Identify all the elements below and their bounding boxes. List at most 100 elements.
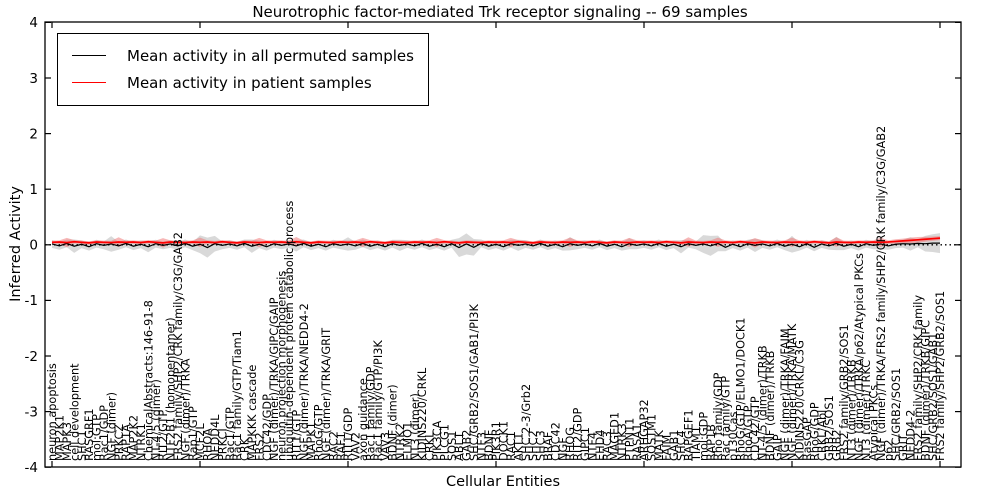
entity-label: BDNF (dimer) bbox=[387, 384, 400, 461]
y-tick-label: 1 bbox=[29, 182, 38, 198]
entity-label: FRS2 family/SHP2/GRB2/SOS1 bbox=[934, 291, 947, 461]
entity-label: Rac1/GTP bbox=[224, 407, 237, 461]
entity-label: NGF (dimer)/TRKA/GIPC/GAIP bbox=[268, 297, 281, 461]
entity-label: NGF (dimer)/TRKA/p62/Atypical PKCs bbox=[853, 253, 866, 461]
entity-label: PIK3CA bbox=[431, 420, 444, 461]
entity-label: RasGAP bbox=[801, 417, 814, 461]
y-tick-label: 3 bbox=[29, 71, 38, 87]
entity-label: GRB2/SOS1 bbox=[823, 395, 836, 461]
legend: Mean activity in all permuted samples Me… bbox=[57, 33, 429, 106]
entity-label: MCF2L bbox=[194, 423, 207, 461]
entity-label: NGF (dimer)/TRKA/FAIM bbox=[779, 328, 792, 461]
entity-label: PRKCI bbox=[216, 428, 229, 461]
entity-label: Rac1 family/GDP bbox=[364, 366, 377, 461]
entity-label: SHC3 bbox=[535, 430, 548, 461]
entity-label: neuron projection morphogenesis bbox=[276, 271, 289, 461]
entity-label: NTRK1 bbox=[135, 423, 148, 461]
entity-label: GAIP bbox=[771, 434, 784, 461]
entity-label: axon guidance bbox=[357, 378, 370, 461]
entity-label: MAGED1 bbox=[609, 412, 622, 461]
entity-label: RhoG/GTP/ELMO1/DOCK1 bbox=[734, 318, 747, 462]
entity-label: cell development bbox=[68, 363, 81, 461]
entity-label: NTRK3 bbox=[616, 423, 629, 461]
y-tick-label: -4 bbox=[25, 460, 38, 476]
entity-label: Rap1/GTP bbox=[187, 406, 200, 461]
entity-label: GIPC1 bbox=[579, 427, 592, 461]
entity-label: PRKCZ bbox=[113, 424, 126, 461]
entity-label: RAC2 bbox=[327, 431, 340, 461]
entity-label: NGF (dimer)/TRKA/GRIT bbox=[320, 328, 333, 461]
legend-entry-patient: Mean activity in patient samples bbox=[72, 69, 414, 96]
entity-label: RAC1 bbox=[505, 431, 518, 461]
entity-label: MAP2K2 bbox=[128, 415, 141, 461]
entity-label: ABL1 bbox=[453, 432, 466, 461]
entity-label: MAPKKK cascade bbox=[246, 365, 259, 461]
entity-label: SHC2 bbox=[527, 430, 540, 461]
entity-label: FAIM bbox=[660, 435, 673, 461]
entity-label: GAB2 bbox=[461, 430, 474, 461]
entity-label: NEDD4-2 bbox=[905, 410, 918, 461]
entity-label: GRB2 bbox=[831, 429, 844, 461]
entity-label: MATK bbox=[653, 430, 666, 461]
entity-label: SHC 2-3/Grb2 bbox=[520, 384, 533, 461]
entity-label: SQSTM1 bbox=[646, 414, 659, 461]
entity-label: BDNF (dimer)/TRKB bbox=[764, 351, 777, 461]
permuted-mean-line bbox=[51, 242, 940, 249]
legend-entry-permuted: Mean activity in all permuted samples bbox=[72, 42, 414, 69]
y-tick-label: 0 bbox=[29, 238, 38, 254]
entity-label: AKT1 bbox=[512, 433, 525, 461]
entity-label: EHD4 bbox=[594, 429, 607, 461]
entity-label: ubiquitin-dependent protein catabolic pr… bbox=[283, 201, 296, 461]
entity-label: NT-4/5 (dimer) bbox=[150, 379, 163, 461]
entity-label: DOCK1 bbox=[498, 421, 511, 461]
entity-label: Rac1 family/GTP/Tiam1 bbox=[231, 330, 244, 461]
entity-label: mol:GTP bbox=[91, 414, 104, 461]
entity-label: MAPK3 bbox=[61, 422, 74, 461]
entity-label: FRS2 family/SHP2/CRK family/C3G/GAB2 bbox=[172, 232, 185, 461]
entity-label: KIDINS220/CRKL bbox=[416, 367, 429, 461]
entity-label: BDNF (dimer)/TRKB/GIPC bbox=[919, 320, 932, 461]
y-tick-label: 2 bbox=[29, 126, 38, 142]
entity-label: RIT1/GTP bbox=[290, 410, 303, 461]
entity-label: Rac1 family/GTP/PI3K bbox=[372, 340, 385, 461]
legend-label-patient: Mean activity in patient samples bbox=[127, 73, 372, 92]
x-axis-label: Cellular Entities bbox=[445, 474, 561, 490]
entity-label: NTF4 bbox=[586, 432, 599, 461]
entity-label: mol:GDP bbox=[697, 412, 710, 461]
entity-label: SHC1 bbox=[76, 430, 89, 461]
entity-label: NGF (dimer) bbox=[105, 392, 118, 461]
entity-label: p130Cas bbox=[727, 411, 740, 461]
entity-label: ARHGAP32 bbox=[638, 399, 651, 461]
entity-label: PTPN11 bbox=[623, 418, 636, 461]
entity-label: FRS2 bbox=[253, 432, 266, 461]
entity-label: FRS2 family/SHP2/CRK family bbox=[912, 295, 925, 461]
y-tick-label: 4 bbox=[29, 15, 38, 31]
entity-label: neuron apoptosis bbox=[46, 363, 59, 461]
entity-label: p62 bbox=[882, 439, 895, 461]
entity-label: SHC/GRB2/SOS1/GAB1/PI3K bbox=[468, 304, 481, 461]
entity-label: Rho family/GDP bbox=[712, 372, 725, 461]
entity-label: CRK bbox=[239, 437, 252, 461]
entity-label: KIDINS220/CRKL/C3G bbox=[794, 340, 807, 461]
permuted-line-swatch bbox=[72, 55, 106, 56]
entity-label: RIT1/GDP bbox=[342, 407, 355, 461]
entity-label: PLCG1 bbox=[438, 424, 451, 461]
entity-label: Rac1/GDP bbox=[98, 405, 111, 461]
entity-label: SHC/GRB2/SOS1 bbox=[890, 368, 903, 461]
entity-label: NT3 (dimer)/TRKC bbox=[860, 360, 873, 461]
entity-label: NTRK2 bbox=[394, 423, 407, 461]
entity-label: FRS2 family/GRB2/SOS1 bbox=[838, 324, 851, 461]
entity-label: NTF3 bbox=[475, 432, 488, 461]
entity-label: CDC42 bbox=[549, 422, 562, 461]
entity-label: MAPK1 bbox=[305, 422, 318, 461]
entity-label: SHC4 bbox=[675, 430, 688, 461]
entity-label: GRIT bbox=[897, 434, 910, 461]
entity-label: ChemicalAbstracts:146-91-8 bbox=[142, 300, 155, 461]
patient-mean-line bbox=[51, 237, 941, 244]
entity-label: NGF (dimer)/TRKA/FRS2 family/SHP2/CRK fa… bbox=[875, 126, 888, 461]
entity-label: GAB1 bbox=[668, 430, 681, 461]
entity-label: NT3 (dimer) bbox=[409, 393, 422, 461]
entity-label: ELMO1 bbox=[401, 422, 414, 461]
y-tick-label: -3 bbox=[25, 404, 38, 420]
y-axis-label: Inferred Activity bbox=[8, 186, 24, 302]
